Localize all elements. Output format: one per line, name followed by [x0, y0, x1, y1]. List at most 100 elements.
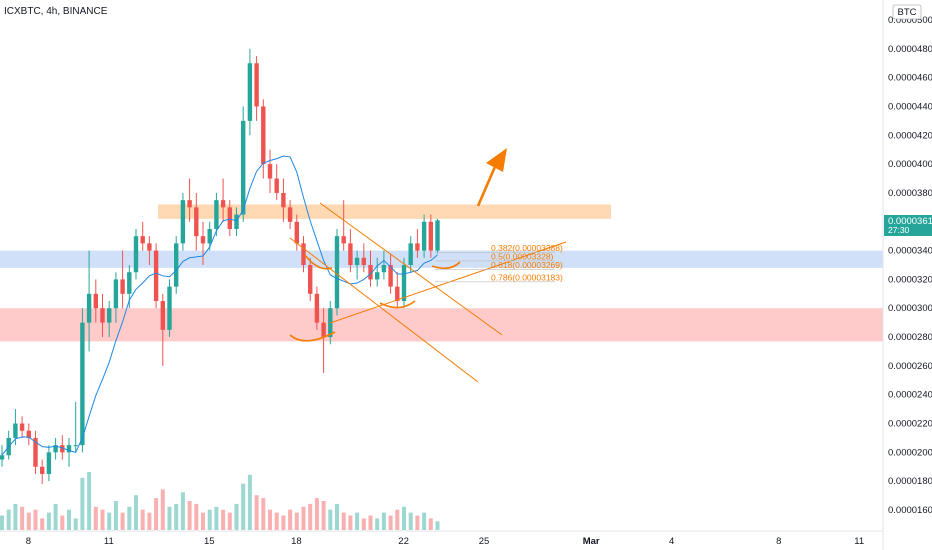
volume-bar	[120, 512, 125, 530]
candle	[401, 257, 407, 309]
volume-bar	[67, 509, 71, 530]
candle	[368, 250, 373, 287]
candle	[254, 56, 259, 121]
volume-bar	[180, 492, 185, 530]
candle	[314, 286, 320, 330]
curve-bottom-left[interactable]	[289, 331, 336, 342]
candle	[200, 221, 206, 265]
candle	[66, 437, 72, 467]
volume-bar	[214, 506, 219, 530]
volume-bar	[201, 512, 205, 530]
candle	[435, 218, 440, 254]
candle	[93, 279, 98, 323]
curve-upper-left[interactable]	[304, 254, 333, 270]
candle	[113, 272, 119, 323]
candle	[100, 293, 105, 338]
volume-bar	[254, 495, 259, 530]
candle	[174, 236, 179, 294]
currency-badge[interactable]: BTC	[898, 7, 917, 18]
candle	[227, 200, 232, 237]
volume-bar	[402, 506, 406, 530]
volume-bar	[415, 515, 420, 530]
volume-bar	[127, 506, 132, 530]
candle	[60, 435, 65, 460]
candle	[388, 253, 393, 294]
zone-resistance	[158, 204, 611, 219]
candle	[301, 236, 306, 273]
curve-bottom-middle[interactable]	[379, 300, 416, 309]
candle	[294, 214, 299, 251]
fib-level-label: 0.618(0.00003269)	[491, 260, 563, 270]
candle	[241, 106, 246, 222]
trend-line-rising[interactable]	[329, 241, 567, 324]
candle	[107, 301, 112, 338]
volume-bar	[335, 503, 339, 530]
x-tick-label: 22	[398, 536, 409, 547]
candle	[348, 228, 353, 273]
y-tick-label: 0.00001600	[888, 505, 932, 516]
volume-bar	[355, 512, 360, 530]
candle	[46, 445, 52, 482]
fib-level-label: 0.382(0.00003388)	[491, 243, 563, 253]
volume-bar	[100, 509, 105, 530]
volume-bar	[274, 512, 279, 530]
candle	[421, 214, 427, 258]
bullish-arrow-icon[interactable]	[486, 148, 507, 172]
candle	[395, 272, 400, 309]
volume-bar	[227, 512, 232, 530]
candle	[194, 192, 199, 251]
volume-bar	[368, 515, 373, 530]
candle	[147, 236, 152, 265]
moving-average-line	[1, 155, 438, 456]
volume-bar	[288, 509, 293, 530]
candle	[408, 236, 413, 273]
volume-bar	[435, 521, 440, 530]
volume-bar	[20, 506, 25, 530]
trend-line-lower[interactable]	[289, 237, 479, 383]
volume-bar	[87, 472, 92, 530]
volume-bar	[194, 503, 199, 530]
candle	[354, 250, 360, 280]
trend-line-upper[interactable]	[319, 202, 503, 336]
candle	[274, 164, 279, 201]
volume-bar	[308, 503, 313, 530]
candle	[220, 178, 226, 222]
volume-bar	[301, 506, 306, 530]
zone-support-blue	[0, 250, 883, 268]
x-tick-label: 8	[776, 536, 781, 547]
volume-bar	[247, 474, 252, 530]
volume-bar	[388, 515, 393, 530]
volume-bar	[234, 503, 239, 530]
bullish-arrow-shaft[interactable]	[476, 161, 499, 207]
x-tick-label: 18	[291, 536, 302, 547]
volume-bar	[261, 498, 266, 530]
curve-right[interactable]	[431, 261, 461, 270]
volume-bar	[381, 512, 386, 530]
candle	[234, 207, 239, 237]
x-tick-label: 8	[26, 536, 31, 547]
candle	[381, 250, 387, 280]
volume-bar	[348, 515, 353, 530]
candle	[140, 221, 145, 251]
x-tick-label: 11	[854, 536, 864, 547]
candle	[187, 178, 192, 222]
volume-bar	[207, 509, 212, 530]
volume-bar	[328, 509, 333, 530]
volume-bar	[408, 512, 413, 530]
candle	[167, 279, 172, 338]
candle	[160, 293, 165, 366]
candle	[53, 437, 58, 460]
currency-badge-box[interactable]	[892, 4, 922, 20]
x-tick-label: 4	[669, 536, 674, 547]
candle	[361, 243, 366, 273]
volume-bar	[26, 512, 31, 530]
volume-bar	[395, 509, 400, 530]
